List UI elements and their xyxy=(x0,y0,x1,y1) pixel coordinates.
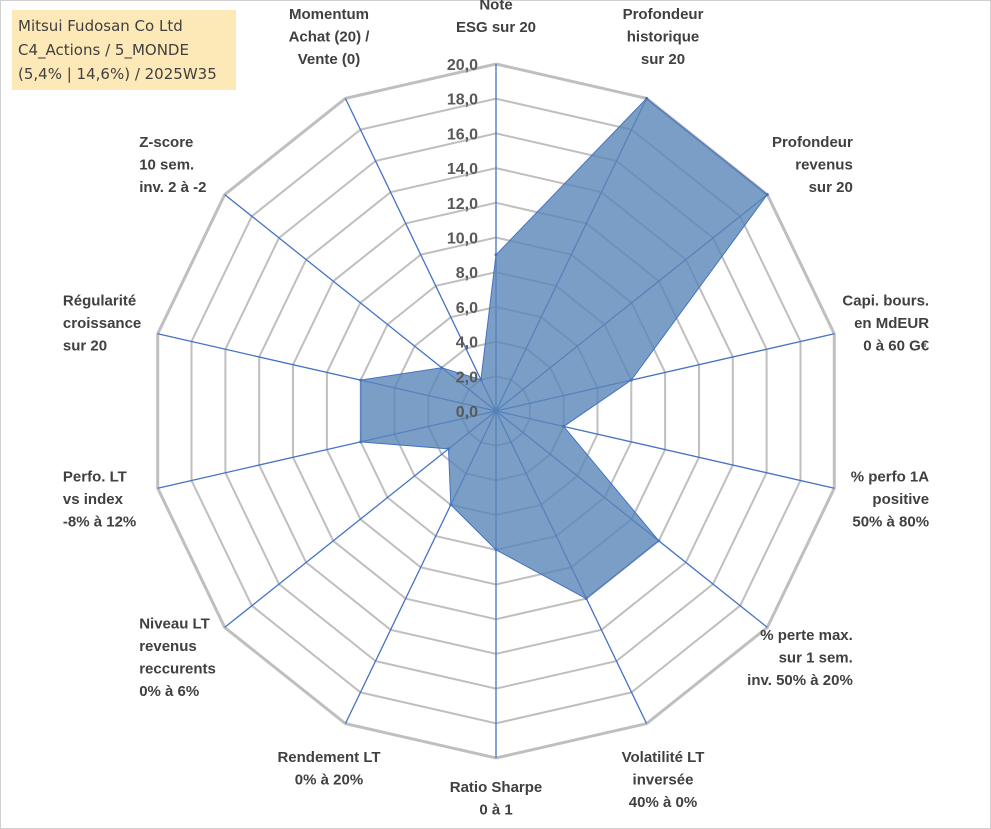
axis-label-line: Profondeur xyxy=(772,134,853,151)
axis-label-line: 0 à 1 xyxy=(479,802,512,819)
tick-label: 20,0 xyxy=(447,57,478,74)
axis-label-line: reccurents xyxy=(139,661,216,678)
tick-label: 6,0 xyxy=(456,300,478,317)
data-point xyxy=(657,539,661,543)
data-point xyxy=(494,253,498,257)
axis-label: % perte max. sur 1 sem. inv. 50% à 20% xyxy=(747,627,853,689)
axis-label-line: Z-score xyxy=(139,134,193,151)
tick-label: 8,0 xyxy=(456,265,478,282)
axis-label-line: Profondeur xyxy=(623,6,704,23)
radial-tick-labels: 0,0 2,0 4,0 6,0 8,0 10,0 12,0 14,0 16,0 18,0 20,0 xyxy=(447,57,478,421)
axis-label-line: croissance xyxy=(63,315,141,332)
axis-label-line: historique xyxy=(627,29,700,46)
axis-label-line: 50% à 80% xyxy=(852,513,929,530)
axis-label-line: inv. 2 à -2 xyxy=(139,179,206,196)
data-point xyxy=(562,424,566,428)
axis-label-line: Perfo. LT xyxy=(63,468,127,485)
axis-label: Z-score 10 sem. inv. 2 à -2 xyxy=(139,134,206,196)
axis-label-line: 0 à 60 G€ xyxy=(863,338,930,355)
axis-label-line: -8% à 12% xyxy=(63,513,136,530)
data-point xyxy=(494,548,498,552)
axis-label-line: positive xyxy=(872,491,929,508)
axis-label-line: Niveau LT xyxy=(139,616,210,633)
axis-label: Profondeur historique sur 20 xyxy=(623,6,704,68)
axis-label-line: ESG sur 20 xyxy=(456,19,536,36)
data-point xyxy=(479,378,483,382)
axis-label: Niveau LT revenus reccurents 0% à 6% xyxy=(139,616,216,701)
data-point xyxy=(645,96,649,100)
axis-label-line: revenus xyxy=(795,157,853,174)
axis-label-line: sur 20 xyxy=(809,179,853,196)
axis-label: Momentum Achat (20) / Vente (0) xyxy=(289,6,371,68)
axis-label: Profondeur revenus sur 20 xyxy=(772,134,853,196)
axis-label-line: 0% à 20% xyxy=(295,771,363,788)
axis-spoke xyxy=(344,98,497,412)
axis-label-line: inversée xyxy=(633,771,694,788)
axis-label-line: Volatilité LT xyxy=(622,749,705,766)
axis-label: Ratio Sharpe 0 à 1 xyxy=(450,779,543,819)
axis-label-line: revenus xyxy=(139,638,197,655)
data-point xyxy=(449,503,453,507)
tick-label: 2,0 xyxy=(456,369,478,386)
tick-label: 18,0 xyxy=(447,92,478,109)
tick-label: 4,0 xyxy=(456,335,478,352)
axis-label: Régularité croissance sur 20 xyxy=(63,293,141,355)
axis-label-line: Ratio Sharpe xyxy=(450,779,543,796)
axis-label: Capi. bours. en MdEUR 0 à 60 G€ xyxy=(842,293,929,355)
axis-label-line: vs index xyxy=(63,491,124,508)
radar-series xyxy=(359,96,769,601)
axis-label-line: Capi. bours. xyxy=(842,293,929,310)
axis-label-line: Vente (0) xyxy=(298,51,361,68)
axis-label: Perfo. LT vs index -8% à 12% xyxy=(63,468,136,530)
axis-label-line: sur 1 sem. xyxy=(779,649,853,666)
tick-label: 12,0 xyxy=(447,196,478,213)
axis-label-line: en MdEUR xyxy=(854,315,929,332)
axis-label-line: sur 20 xyxy=(63,338,107,355)
axis-label-line: 10 sem. xyxy=(139,157,194,174)
tick-label: 10,0 xyxy=(447,231,478,248)
axis-label: % perfo 1A positive 50% à 80% xyxy=(851,468,930,530)
axis-label: Rendement LT 0% à 20% xyxy=(277,749,380,789)
axis-label-line: sur 20 xyxy=(641,51,685,68)
data-point xyxy=(584,597,588,601)
axis-label-line: Note xyxy=(479,0,512,14)
axis-label-line: 40% à 0% xyxy=(629,794,697,811)
axis-label-line: 0% à 6% xyxy=(139,683,199,700)
data-point xyxy=(629,378,633,382)
axis-label-line: Régularité xyxy=(63,293,136,310)
data-point xyxy=(765,193,769,197)
tick-label: 0,0 xyxy=(456,404,478,421)
data-point xyxy=(359,440,363,444)
tick-label: 16,0 xyxy=(447,126,478,143)
title-line-category: C4_Actions / 5_MONDE xyxy=(18,41,189,59)
axis-label-line: % perte max. xyxy=(760,627,853,644)
axis-label: Volatilité LT inversée 40% à 0% xyxy=(622,749,705,811)
axis-labels: Note ESG sur 20 Profondeur historique sur 20… xyxy=(63,0,930,819)
tick-label: 14,0 xyxy=(447,161,478,178)
data-point xyxy=(359,378,363,382)
axis-label-line: Achat (20) / xyxy=(289,29,371,46)
chart-title-box: Mitsui Fudosan Co Ltd C4_Actions / 5_MON… xyxy=(12,10,236,90)
data-point xyxy=(447,447,450,451)
title-line-period: (5,4% | 14,6%) / 2025W35 xyxy=(18,65,217,83)
axis-label-line: inv. 50% à 20% xyxy=(747,672,853,689)
axis-label: Note ESG sur 20 xyxy=(456,0,536,36)
axis-label-line: Momentum xyxy=(289,6,369,23)
title-line-company: Mitsui Fudosan Co Ltd xyxy=(18,17,183,35)
data-point xyxy=(440,366,444,370)
axis-label-line: Rendement LT xyxy=(277,749,380,766)
axis-label-line: % perfo 1A xyxy=(851,468,930,485)
